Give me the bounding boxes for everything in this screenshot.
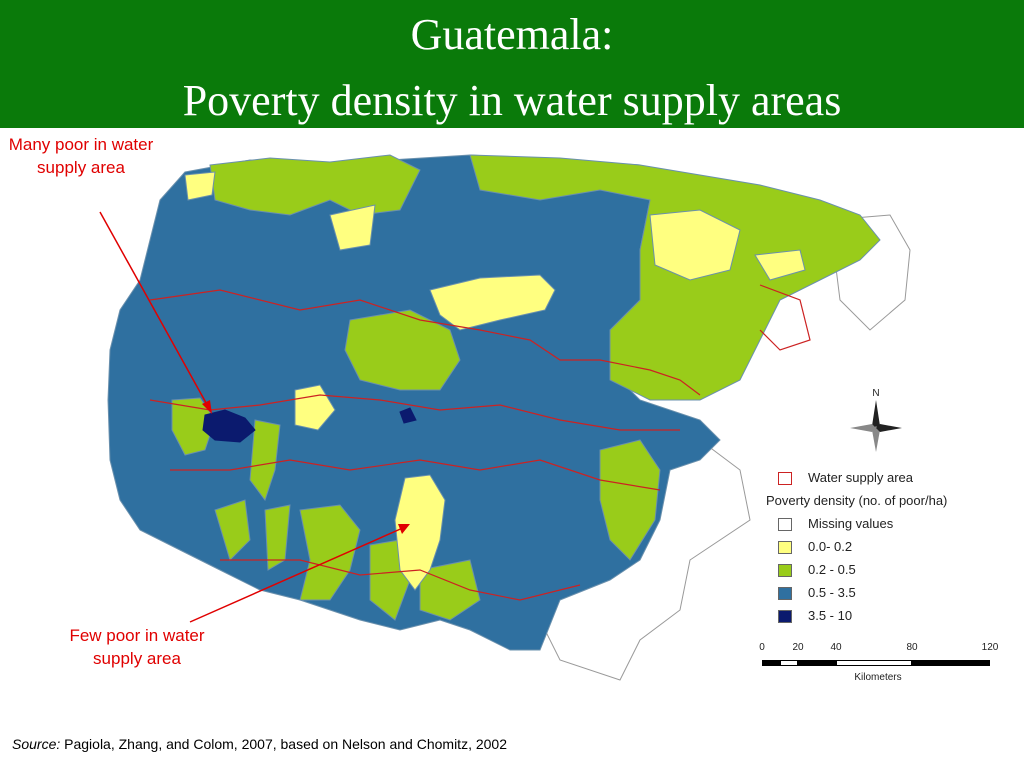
callout-few-poor: Few poor in water supply area [69, 626, 205, 668]
scale-bar: 0 20 40 80 120 Kilometers [750, 640, 1010, 688]
title-line-1: Guatemala: [410, 10, 614, 59]
water-supply-outline-east [759, 284, 811, 351]
density-region-green-east [599, 439, 661, 561]
scale-tick: 0 [759, 642, 765, 653]
density-region-green-north [209, 154, 421, 216]
density-region-navy-capital [202, 409, 256, 443]
legend-swatch-blue [778, 587, 792, 600]
title-line-2: Poverty density in water supply areas [182, 76, 842, 125]
callout-arrow-few-poor [189, 526, 406, 623]
density-region-green-center [344, 309, 461, 391]
density-region-yellow-northeast [649, 209, 806, 281]
legend-swatch-yellow [778, 541, 792, 554]
density-region-green-northeast [469, 154, 881, 401]
callout-arrow-many-poor [99, 211, 211, 411]
callout-many-poor: Many poor in water supply area [8, 135, 154, 177]
scale-tick: 120 [981, 642, 999, 653]
water-supply-outline-south [170, 459, 661, 491]
legend-swatch-navy [778, 610, 792, 623]
legend-label: 3.5 - 10 [808, 608, 853, 623]
legend-label: Missing values [808, 516, 894, 531]
density-region-green-west [171, 397, 216, 456]
title-banner [0, 0, 1024, 128]
compass-rose-icon: N [850, 388, 902, 452]
source-text: Pagiola, Zhang, and Colom, 2007, based o… [64, 736, 507, 752]
density-region-green-southwest [249, 419, 281, 502]
callout-arrowhead-few-poor [398, 524, 410, 534]
density-region-green-south-coast [299, 504, 481, 621]
legend-swatch-missing [778, 518, 792, 531]
scale-tick: 80 [906, 642, 918, 653]
density-region-yellow-north [184, 171, 376, 251]
legend-label-water-supply: Water supply area [808, 470, 914, 485]
density-region-yellow-south [394, 474, 446, 591]
legend-heading: Poverty density (no. of poor/ha) [766, 493, 948, 508]
legend-label: 0.5 - 3.5 [808, 585, 856, 600]
density-region-yellow-west [294, 384, 336, 431]
legend-label: 0.2 - 0.5 [808, 562, 856, 577]
density-region-navy-small [399, 407, 417, 424]
legend-swatch-green [778, 564, 792, 577]
legend-swatch-water-supply [778, 472, 792, 485]
north-label: N [872, 388, 879, 399]
water-supply-outline-coast [220, 559, 581, 601]
scale-tick: 20 [792, 642, 804, 653]
scale-segment [836, 660, 912, 666]
water-supply-outline-highlands [149, 289, 701, 396]
scale-segment [762, 660, 780, 666]
scale-segment [780, 660, 798, 666]
scale-units: Kilometers [854, 672, 902, 683]
scale-segment [912, 660, 990, 666]
scale-tick: 40 [830, 642, 842, 653]
source-label: Source: [12, 736, 61, 752]
scale-segment [798, 660, 836, 666]
legend-label: 0.0- 0.2 [808, 539, 853, 554]
water-supply-outline-central [149, 394, 680, 431]
callout-arrowhead-many-poor [202, 400, 212, 414]
density-region-yellow-central [429, 274, 556, 331]
source-citation: Source: Pagiola, Zhang, and Colom, 2007,… [12, 736, 507, 752]
